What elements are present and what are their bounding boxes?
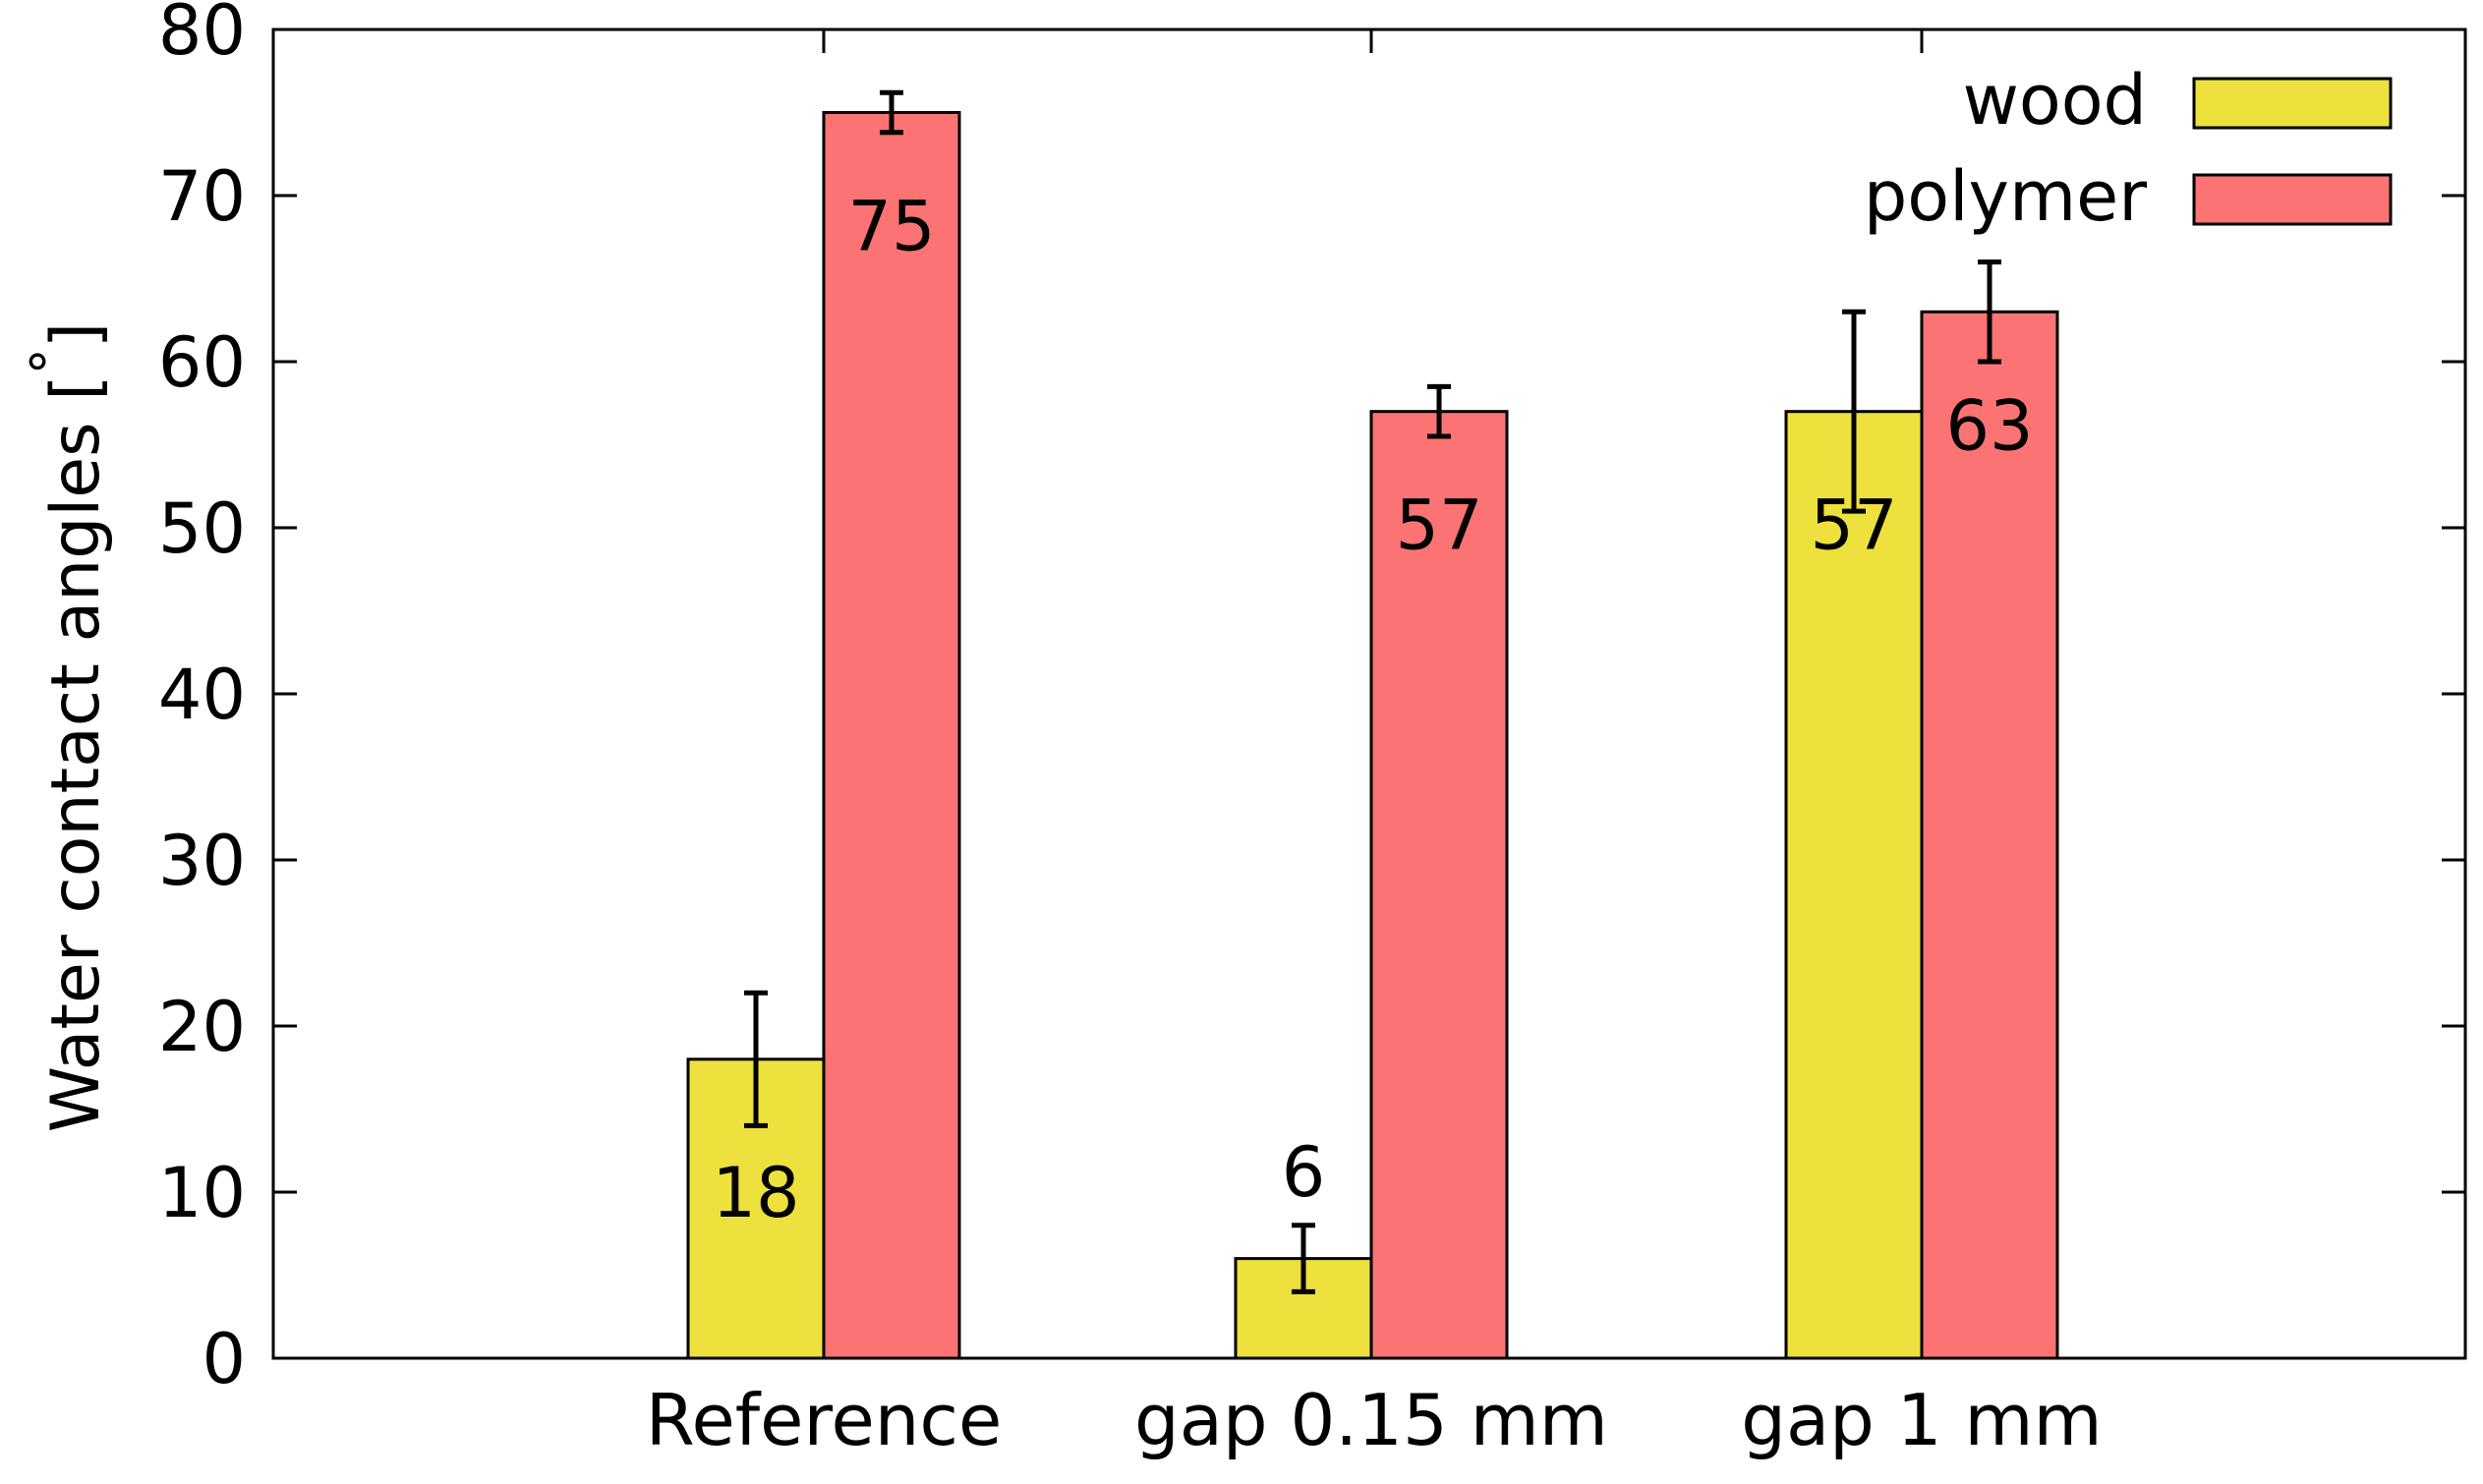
plot-area: 0 10 20 30 40 50 60 70 80 Reference gap 0.15 mm gap…	[158, 0, 2467, 1461]
polymer-bar	[1920, 310, 2059, 1360]
y-tick-label: 70	[158, 156, 246, 237]
y-tick-label: 20	[158, 987, 246, 1067]
data-label: 63	[1945, 385, 2033, 466]
y-tick-label: 30	[158, 821, 246, 901]
x-category-label: gap 0.15 mm	[1134, 1379, 1608, 1461]
data-label: 75	[847, 187, 935, 267]
y-tick-label: 40	[158, 655, 246, 735]
y-tick-label: 80	[158, 0, 246, 71]
y-tick-label: 50	[158, 488, 246, 569]
legend-label-polymer: polymer	[1864, 156, 2147, 237]
y-tick-label: 60	[158, 322, 246, 403]
data-label: 57	[1395, 485, 1482, 566]
legend-swatch-polymer	[2192, 173, 2393, 226]
plot-frame	[271, 28, 2467, 1360]
x-category-label: Reference	[646, 1379, 1003, 1461]
y-tick-label: 10	[158, 1153, 246, 1233]
data-label: 57	[1810, 485, 1897, 566]
data-label: 6	[1282, 1132, 1326, 1213]
wood-bar	[1784, 410, 1924, 1360]
y-tick-label: 0	[202, 1319, 246, 1399]
x-category-label: gap 1 mm	[1741, 1379, 2102, 1461]
polymer-bar	[822, 111, 961, 1360]
degree-symbol: °	[20, 348, 82, 374]
legend-label-wood: wood	[1963, 60, 2147, 141]
data-label: 18	[712, 1153, 799, 1233]
polymer-bar	[1369, 410, 1509, 1360]
y-axis-label: Water contact angles [°]	[20, 322, 115, 1132]
legend-swatch-wood	[2192, 77, 2393, 130]
